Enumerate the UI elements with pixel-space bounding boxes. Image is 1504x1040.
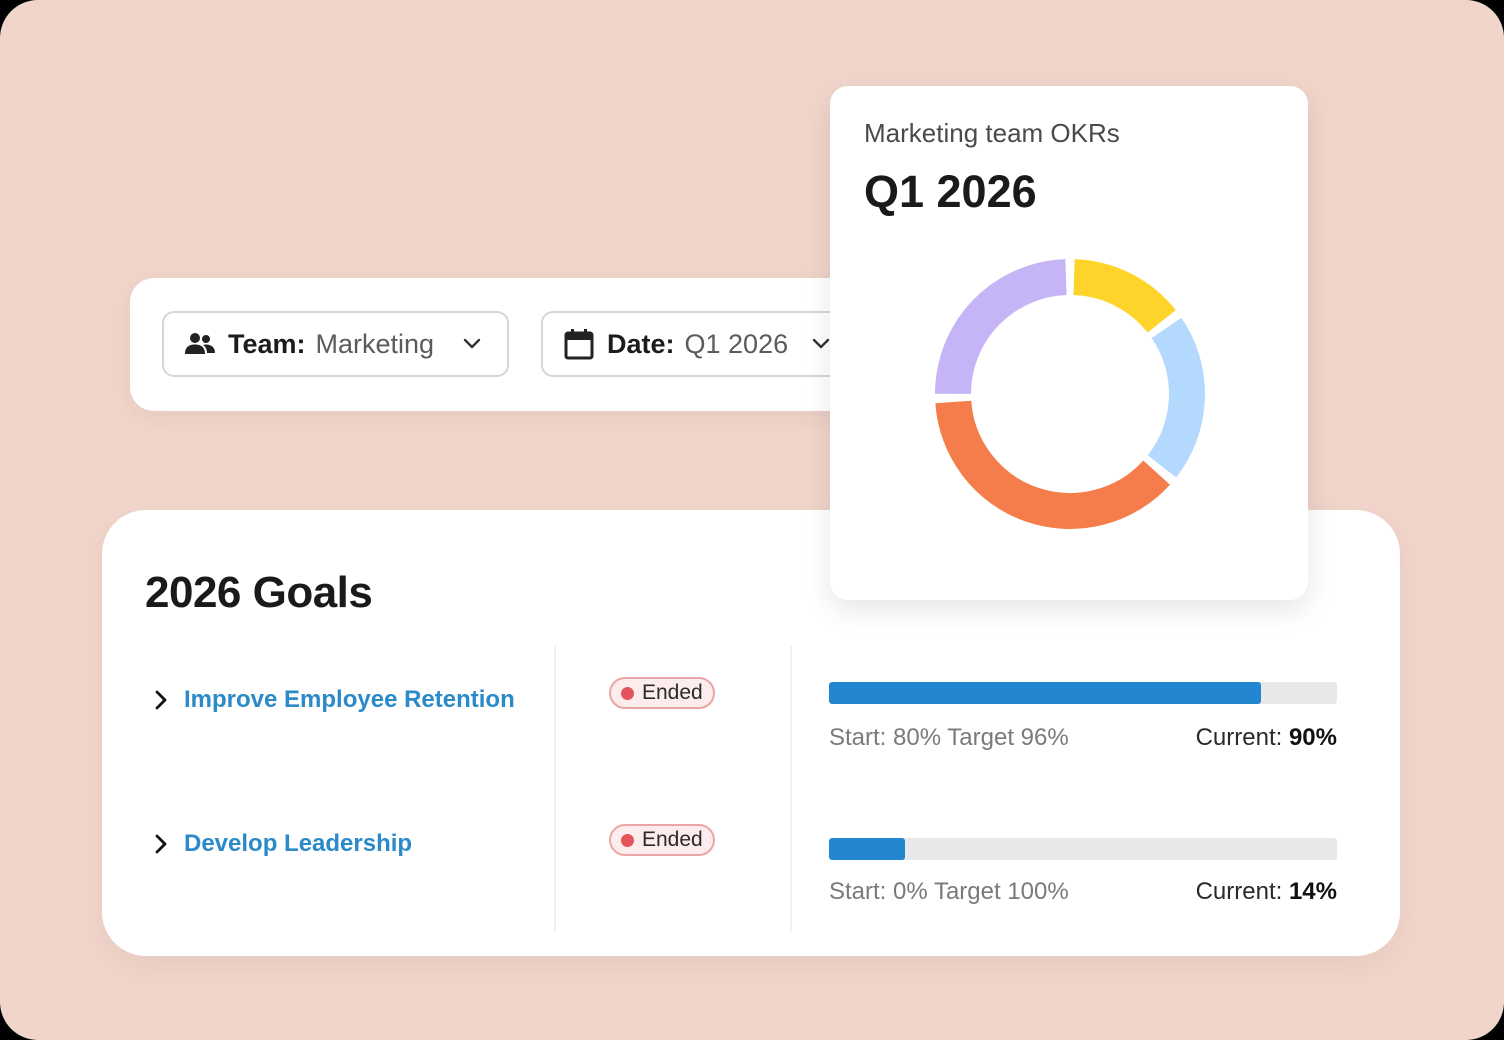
- chevron-down-icon: [810, 333, 832, 355]
- progress-fill: [829, 682, 1261, 704]
- start-target: Start: 0% Target 100%: [829, 878, 1069, 905]
- filter-bar: Team: Marketing Date: Q1 2026: [130, 278, 890, 411]
- donut-slice-4: [935, 259, 1068, 395]
- goal-row: Develop Leadership Ended Start: 0% Targe…: [102, 820, 1400, 920]
- calendar-icon: [563, 328, 595, 360]
- chevron-right-icon[interactable]: [154, 688, 174, 712]
- team-dropdown[interactable]: Team: Marketing: [162, 311, 509, 377]
- current-value: 14%: [1288, 878, 1337, 905]
- date-dropdown[interactable]: Date: Q1 2026: [541, 311, 858, 377]
- progress-meta: Start: 0% Target 100% Current: 14%: [829, 878, 1337, 906]
- progress-bar: [829, 838, 1337, 860]
- team-icon: [184, 328, 216, 360]
- okr-donut-chart: [935, 259, 1205, 529]
- team-value: Marketing: [315, 328, 435, 359]
- goal-row: Improve Employee Retention Ended Start: …: [102, 676, 1400, 776]
- status-text: Ended: [642, 681, 703, 704]
- current-value: 90%: [1288, 724, 1337, 751]
- progress-fill: [829, 838, 906, 860]
- date-key: Date:: [607, 328, 675, 359]
- progress-bar: [829, 682, 1337, 704]
- progress-meta: Start: 80% Target 96% Current: 90%: [829, 724, 1337, 752]
- status-dot-icon: [621, 833, 634, 847]
- status-text: Ended: [642, 828, 703, 851]
- status-badge: Ended: [609, 677, 715, 709]
- donut-slice-2: [1147, 317, 1205, 478]
- chevron-down-icon: [461, 333, 483, 355]
- start-target: Start: 80% Target 96%: [829, 724, 1069, 751]
- team-key: Team:: [228, 328, 306, 359]
- current-label: Current:: [1195, 724, 1283, 751]
- date-value: Q1 2026: [684, 328, 789, 359]
- column-divider: [554, 646, 556, 932]
- current-value-wrap: Current: 90%: [1196, 724, 1337, 752]
- goals-title: 2026 Goals: [145, 568, 373, 617]
- goal-link[interactable]: Develop Leadership: [154, 830, 412, 858]
- status-badge: Ended: [609, 824, 715, 856]
- donut-slice-3: [935, 400, 1170, 529]
- okr-title: Q1 2026: [864, 166, 1037, 217]
- goals-card: 2026 Goals Improve Employee Retention En…: [102, 510, 1400, 956]
- current-value-wrap: Current: 14%: [1196, 878, 1337, 906]
- goal-link[interactable]: Improve Employee Retention: [154, 686, 515, 714]
- status-dot-icon: [621, 686, 634, 700]
- goal-name[interactable]: Improve Employee Retention: [184, 686, 515, 713]
- donut-slice-1: [1072, 259, 1176, 333]
- column-divider: [790, 646, 792, 932]
- goal-name[interactable]: Develop Leadership: [184, 830, 413, 857]
- okr-subtitle: Marketing team OKRs: [864, 118, 1120, 148]
- okr-card: Marketing team OKRs Q1 2026: [830, 86, 1308, 600]
- current-label: Current:: [1195, 878, 1283, 905]
- chevron-right-icon[interactable]: [154, 832, 174, 856]
